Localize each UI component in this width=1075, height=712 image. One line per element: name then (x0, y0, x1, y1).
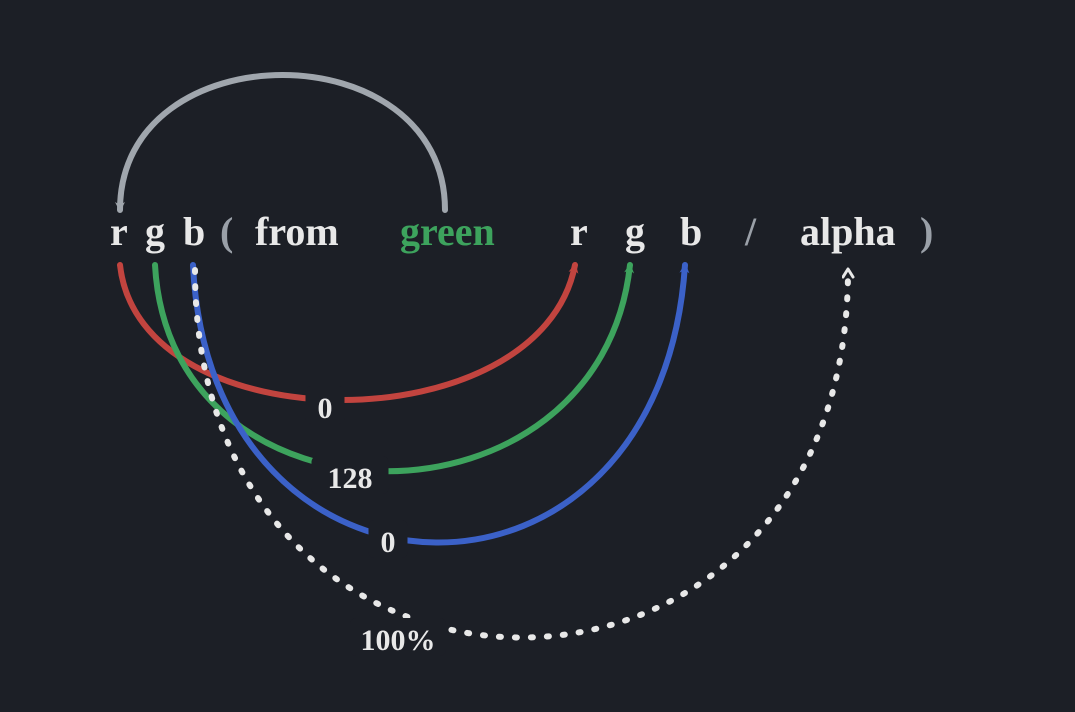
arc-label-green: 128 (328, 462, 373, 495)
token-b1: b (183, 209, 205, 254)
token-b2: b (680, 209, 702, 254)
token-g2: g (625, 209, 645, 254)
token-green: green (400, 209, 495, 254)
token-alpha: alpha (800, 209, 896, 254)
arc-label-alpha: 100% (361, 624, 436, 657)
token-rp: ) (920, 209, 933, 254)
token-slash: / (744, 209, 757, 254)
arc-label-red: 0 (318, 392, 333, 425)
diagram-background (0, 0, 1075, 712)
token-from: from (255, 209, 339, 254)
token-r1: r (110, 209, 128, 254)
token-lp: ( (220, 209, 233, 254)
token-g1: g (145, 209, 165, 254)
arc-label-blue: 0 (381, 526, 396, 559)
token-r2: r (570, 209, 588, 254)
